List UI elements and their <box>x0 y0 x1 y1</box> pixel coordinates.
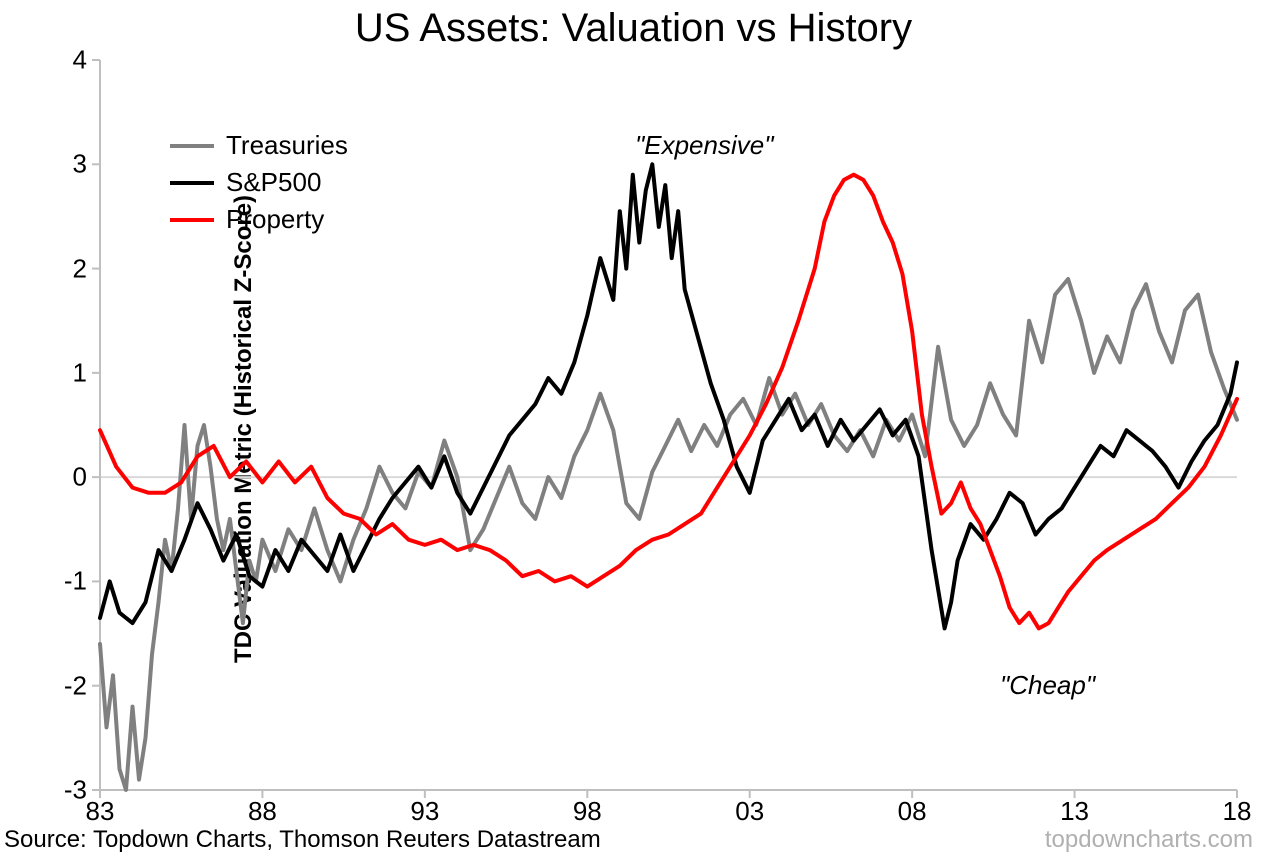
x-tick-label: 03 <box>735 796 764 827</box>
legend-swatch <box>170 218 214 222</box>
legend-label: Property <box>226 204 324 235</box>
credit-text: topdowncharts.com <box>1045 826 1253 854</box>
x-tick-label: 93 <box>410 796 439 827</box>
legend-item: Treasuries <box>170 130 348 161</box>
chart-container: US Assets: Valuation vs History TDC Valu… <box>0 0 1267 858</box>
x-tick-label: 83 <box>86 796 115 827</box>
x-tick-label: 13 <box>1060 796 1089 827</box>
legend-swatch <box>170 144 214 148</box>
legend: Treasuries S&P500 Property <box>170 130 348 241</box>
x-tick-label: 98 <box>573 796 602 827</box>
y-tick-label: 3 <box>47 149 87 180</box>
legend-swatch <box>170 181 214 185</box>
y-tick-label: 2 <box>47 253 87 284</box>
y-tick-label: 1 <box>47 357 87 388</box>
legend-label: Treasuries <box>226 130 348 161</box>
y-tick-label: -1 <box>47 566 87 597</box>
annotation: "Expensive" <box>635 130 773 161</box>
plot-area <box>0 0 1267 858</box>
y-tick-label: 0 <box>47 462 87 493</box>
source-text: Source: Topdown Charts, Thomson Reuters … <box>4 826 601 854</box>
x-tick-label: 18 <box>1223 796 1252 827</box>
annotation: "Cheap" <box>1000 670 1095 701</box>
y-tick-label: 4 <box>47 45 87 76</box>
y-tick-label: -3 <box>47 775 87 806</box>
x-tick-label: 88 <box>248 796 277 827</box>
legend-item: Property <box>170 204 348 235</box>
legend-label: S&P500 <box>226 167 321 198</box>
x-tick-label: 08 <box>898 796 927 827</box>
legend-item: S&P500 <box>170 167 348 198</box>
y-tick-label: -2 <box>47 670 87 701</box>
